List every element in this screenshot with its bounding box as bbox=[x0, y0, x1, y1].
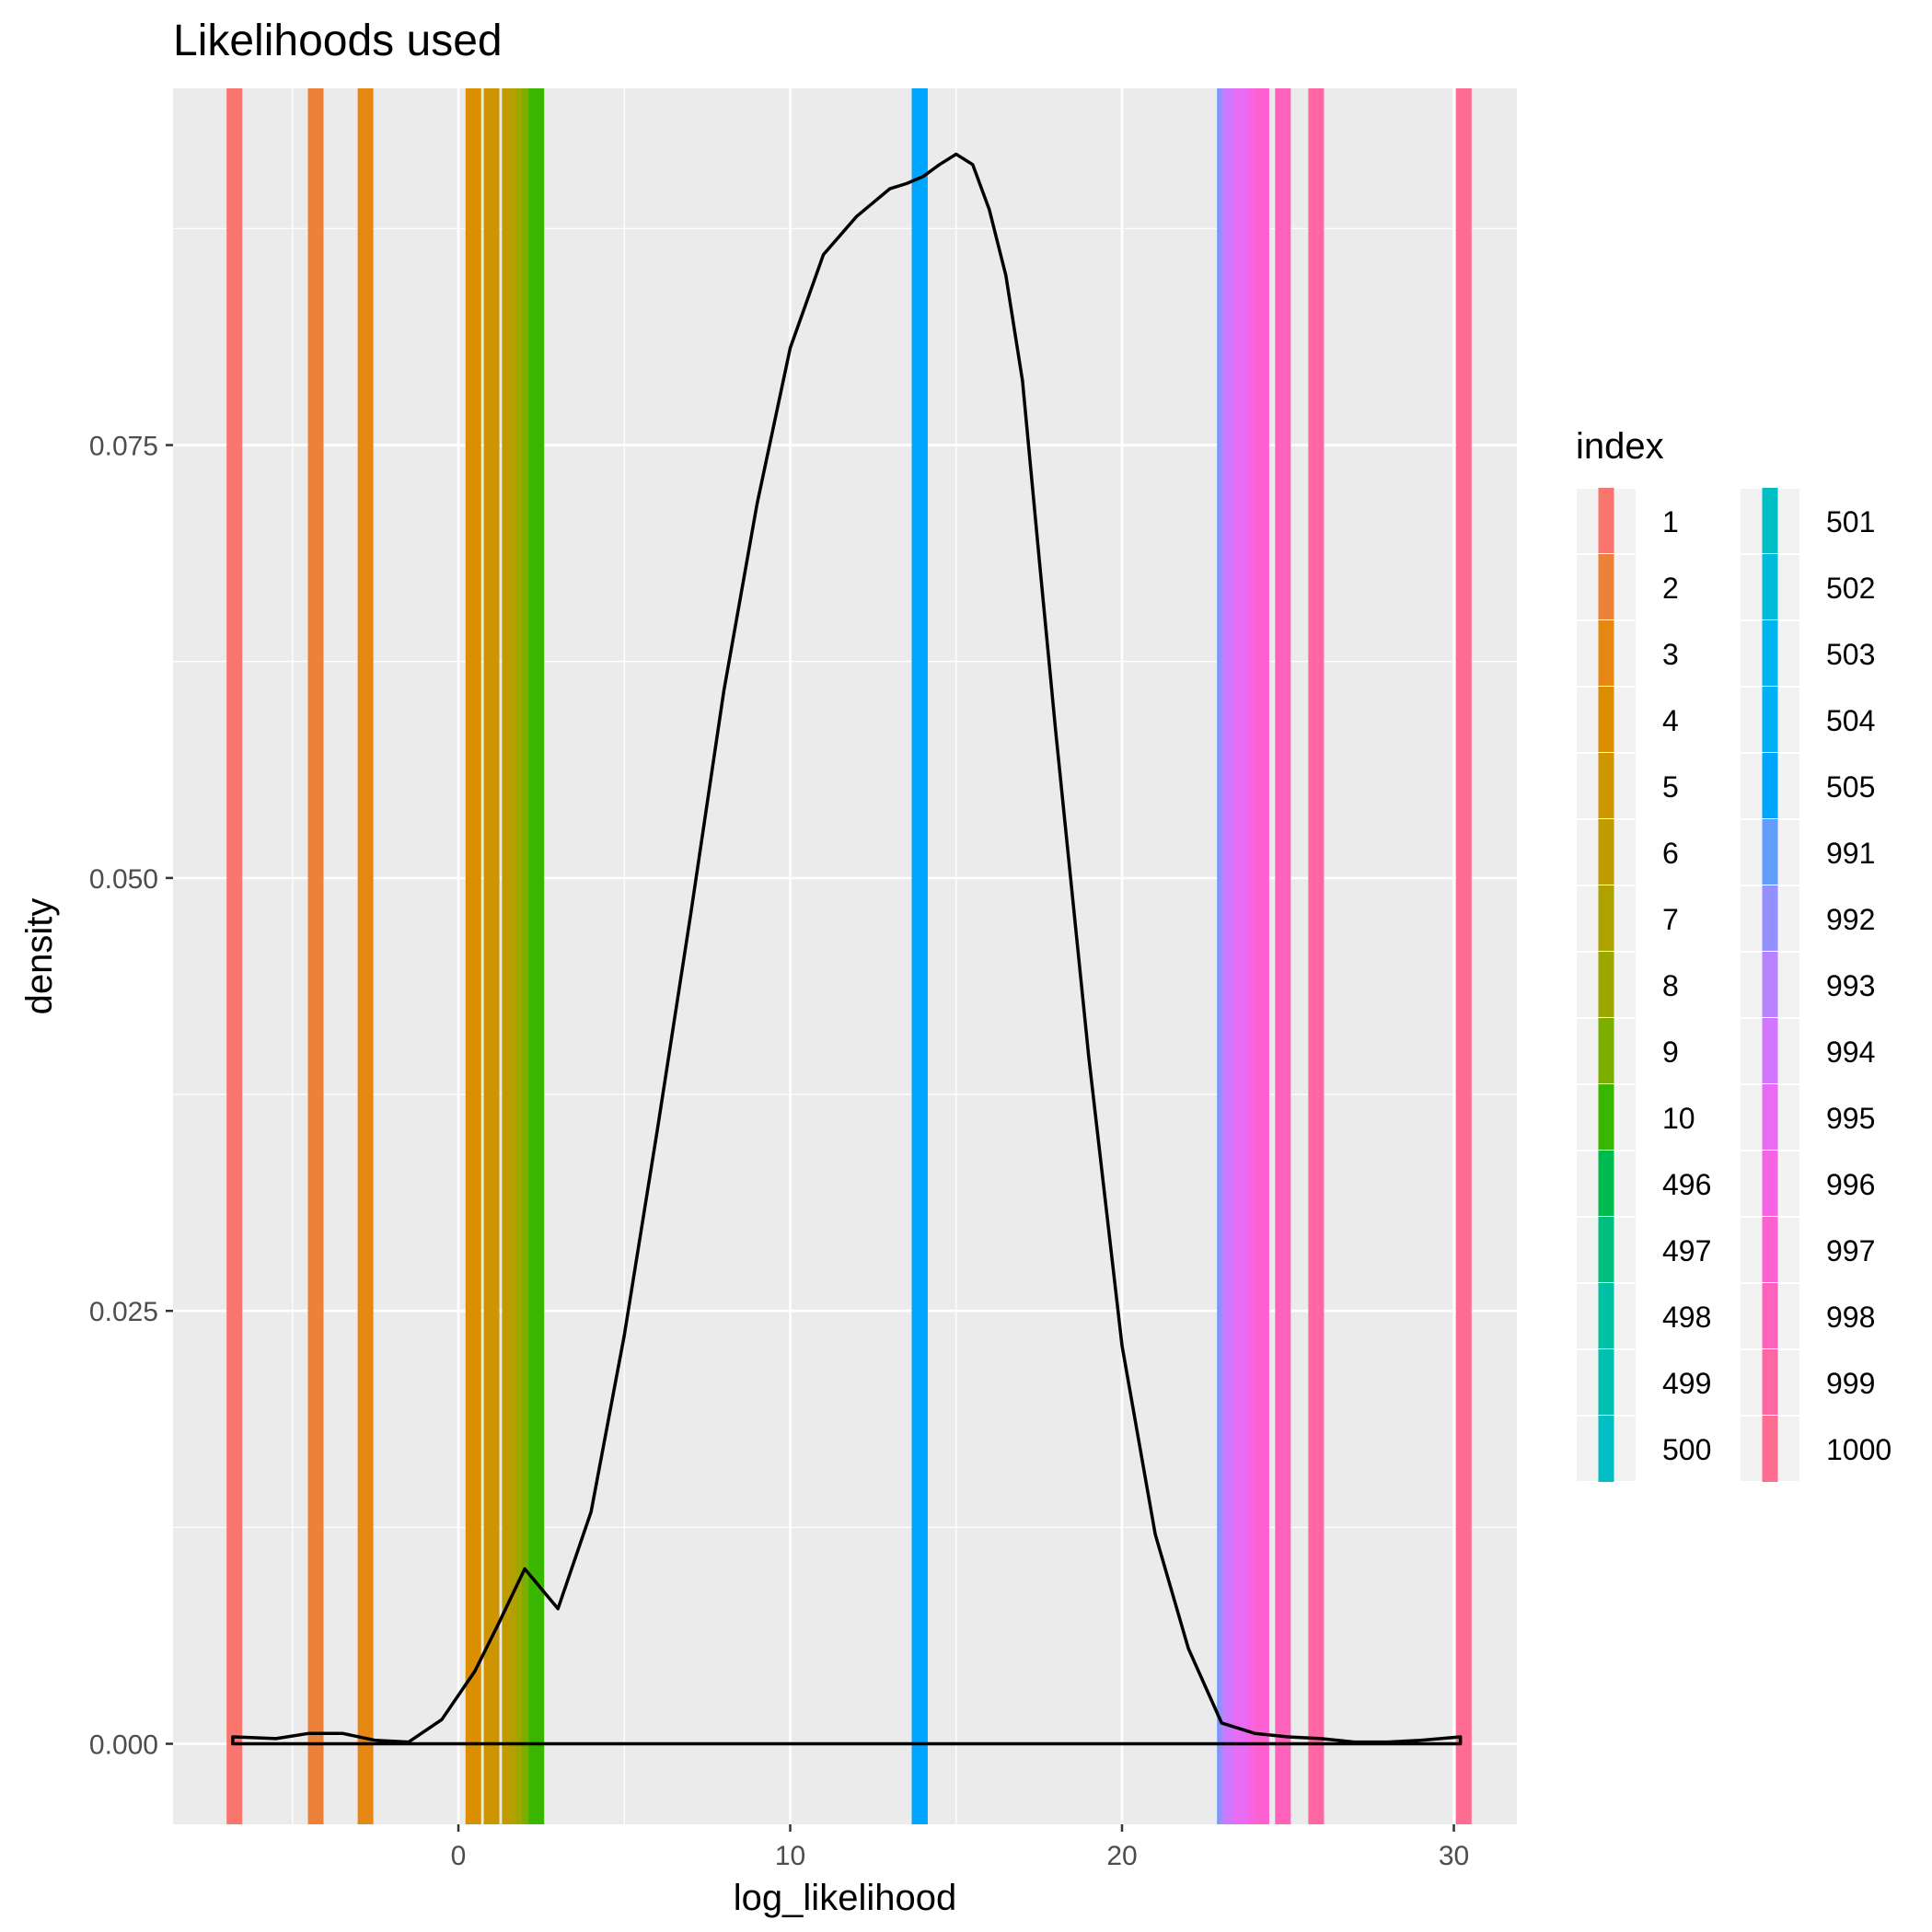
y-tick-label: 0.050 bbox=[89, 864, 158, 895]
x-tick-label: 10 bbox=[775, 1841, 805, 1871]
y-tick-label: 0.000 bbox=[89, 1730, 158, 1761]
legend-label-1000: 1000 bbox=[1826, 1433, 1892, 1466]
legend-label-8: 8 bbox=[1662, 969, 1679, 1002]
legend-label-501: 501 bbox=[1826, 505, 1875, 538]
legend-label-998: 998 bbox=[1826, 1301, 1875, 1334]
density-curve bbox=[231, 152, 1463, 1746]
legend-label-7: 7 bbox=[1662, 903, 1679, 936]
density-curve-layer bbox=[231, 152, 1463, 1746]
legend-label-9: 9 bbox=[1662, 1035, 1679, 1069]
axes: 0 10 20 30 0.000 0.025 0.050 0.075 bbox=[89, 432, 1469, 1871]
legend-title: index bbox=[1576, 426, 1664, 467]
plot-panel bbox=[173, 88, 1517, 1824]
y-tick-label: 0.075 bbox=[89, 432, 158, 462]
legend-label-500: 500 bbox=[1662, 1433, 1711, 1466]
legend-label-10: 10 bbox=[1662, 1102, 1695, 1135]
y-tick-label: 0.025 bbox=[89, 1297, 158, 1327]
legend-label-502: 502 bbox=[1826, 572, 1875, 605]
legend-label-995: 995 bbox=[1826, 1102, 1875, 1135]
legend-label-6: 6 bbox=[1662, 837, 1679, 870]
legend-label-2: 2 bbox=[1662, 572, 1679, 605]
legend-label-1: 1 bbox=[1662, 505, 1679, 538]
x-tick-label: 20 bbox=[1106, 1841, 1137, 1871]
legend-label-503: 503 bbox=[1826, 638, 1875, 671]
legend-label-993: 993 bbox=[1826, 969, 1875, 1002]
x-axis-title: log_likelihood bbox=[734, 1878, 956, 1918]
chart-title: Likelihoods used bbox=[173, 17, 503, 65]
legend-label-4: 4 bbox=[1662, 704, 1679, 737]
legend-label-5: 5 bbox=[1662, 770, 1679, 804]
legend-label-999: 999 bbox=[1826, 1367, 1875, 1400]
legend-label-997: 997 bbox=[1826, 1234, 1875, 1267]
legend-label-3: 3 bbox=[1662, 638, 1679, 671]
legend-label-497: 497 bbox=[1662, 1234, 1711, 1267]
index-vertical-lines bbox=[226, 88, 1472, 1824]
x-tick-label: 30 bbox=[1439, 1841, 1469, 1871]
legend-label-498: 498 bbox=[1662, 1301, 1711, 1334]
legend-label-504: 504 bbox=[1826, 704, 1875, 737]
legend-label-505: 505 bbox=[1826, 770, 1875, 804]
legend-label-996: 996 bbox=[1826, 1168, 1875, 1201]
x-tick-label: 0 bbox=[451, 1841, 467, 1871]
legend: index 1 2 3 4 5 6 7 8 9 10 496 497 498 499 500 501 502 50… bbox=[1575, 426, 1892, 1483]
legend-label-991: 991 bbox=[1826, 837, 1875, 870]
legend-label-499: 499 bbox=[1662, 1367, 1711, 1400]
legend-label-992: 992 bbox=[1826, 903, 1875, 936]
legend-label-496: 496 bbox=[1662, 1168, 1711, 1201]
y-axis-title: density bbox=[19, 898, 60, 1015]
legend-label-994: 994 bbox=[1826, 1035, 1875, 1069]
